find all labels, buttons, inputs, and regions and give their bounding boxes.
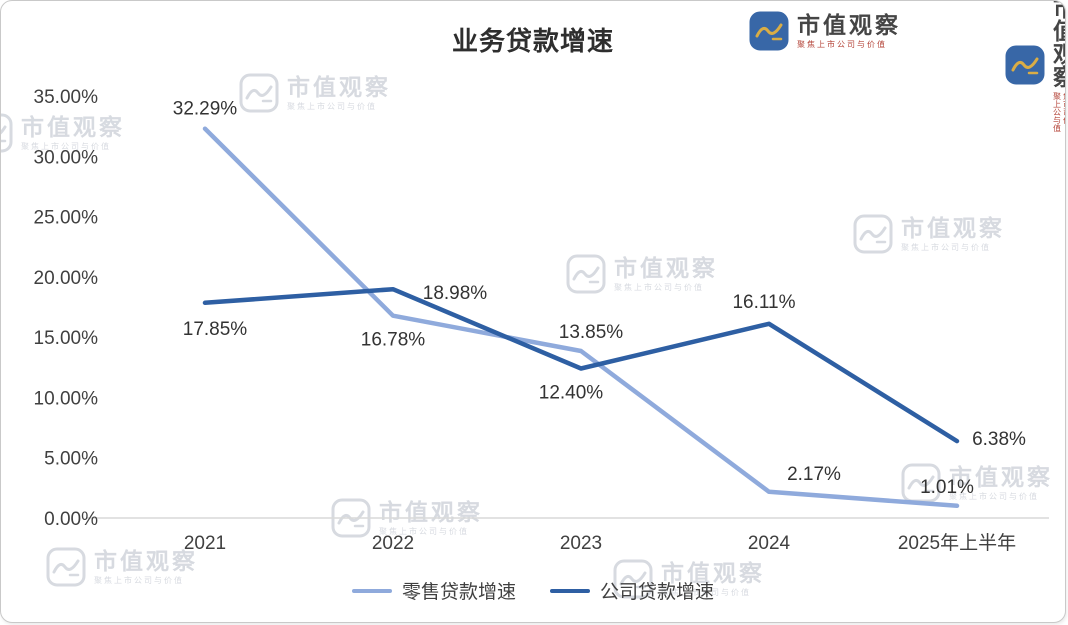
chart-title: 业务贷款增速 (451, 26, 614, 56)
watermark-tagline-text: 聚焦上市公司与价值 (901, 242, 991, 252)
brand-logo-icon (239, 73, 279, 113)
brand-logo-icon (901, 463, 941, 503)
brand-watermark: 市值观察聚焦上市公司与价值 (566, 254, 718, 294)
watermark-tagline-text: 聚焦上市公司与价值 (379, 526, 469, 536)
legend-item-0: 零售贷款增速 (351, 577, 516, 604)
watermark-tagline-text: 聚焦上市公司与价值 (949, 491, 1039, 501)
legend-swatch (550, 588, 590, 593)
watermark-brand-text: 市值观察 (21, 113, 125, 140)
brand-watermark: 市值观察聚焦上市公司与价值 (239, 73, 391, 113)
watermark-brand-text: 市值观察 (94, 547, 198, 574)
watermark-brand-text: 市值观察 (287, 73, 391, 100)
series-line-1 (202, 286, 960, 444)
x-tick-label: 2023 (560, 533, 602, 554)
data-label: 6.38% (972, 429, 1026, 450)
watermark-tagline-text: 聚焦上市公司与价值 (287, 101, 377, 111)
watermark-tagline-text: 聚焦上市公司与价值 (1053, 92, 1065, 133)
y-tick-label: 35.00% (34, 87, 99, 108)
x-tick-label: 2022 (372, 533, 414, 554)
y-tick-label: 25.00% (34, 208, 99, 229)
x-tick-label: 2024 (748, 533, 791, 554)
data-label: 12.40% (539, 382, 604, 403)
watermark-brand-text: 市值观察 (949, 463, 1053, 490)
data-label: 16.78% (361, 330, 426, 351)
series-line-0 (202, 126, 960, 509)
legend-label: 零售贷款增速 (401, 582, 516, 603)
data-label: 2.17% (787, 464, 841, 485)
brand-watermark: 市值观察聚焦上市公司与价值 (331, 498, 483, 538)
watermark-brand-text: 市值观察 (379, 498, 483, 525)
brand-logo-icon (331, 498, 371, 538)
x-tick-label: 2025年上半年 (898, 532, 1016, 554)
watermark-brand-text: 市值观察 (901, 214, 1005, 241)
legend-item-1: 公司贷款增速 (550, 577, 714, 604)
y-tick-label: 10.00% (34, 388, 99, 409)
data-label: 32.29% (173, 99, 238, 120)
watermark-brand-text: 市值观察 (614, 254, 718, 281)
legend-swatch (351, 588, 392, 593)
brand-watermark: 市值观察聚焦上市公司与价值 (1, 113, 125, 153)
brand-watermark: 市值观察聚焦上市公司与价值 (901, 463, 1053, 503)
brand-logo-icon (1, 113, 13, 153)
legend: 零售贷款增速 公司贷款增速 (1, 577, 1065, 604)
y-tick-label: 15.00% (34, 328, 99, 349)
y-tick-label: 30.00% (34, 147, 99, 168)
data-label: 1.01% (920, 477, 974, 498)
brand-watermark: 市值观察聚焦上市公司与价值 (853, 214, 1005, 254)
brand-logo-icon (566, 254, 606, 294)
y-tick-label: 0.00% (44, 509, 98, 530)
x-tick-label: 2021 (184, 533, 226, 554)
data-label: 16.11% (732, 292, 795, 313)
brand-logo-icon (853, 214, 893, 254)
data-label: 13.85% (559, 322, 624, 343)
y-tick-label: 20.00% (34, 268, 99, 289)
watermark-tagline-text: 聚焦上市公司与价值 (21, 141, 111, 151)
legend-label: 公司贷款增速 (600, 582, 715, 603)
data-label: 18.98% (423, 283, 488, 304)
y-tick-label: 5.00% (44, 449, 98, 470)
watermark-tagline-text: 聚焦上市公司与价值 (614, 282, 704, 292)
data-label: 17.85% (183, 319, 248, 340)
